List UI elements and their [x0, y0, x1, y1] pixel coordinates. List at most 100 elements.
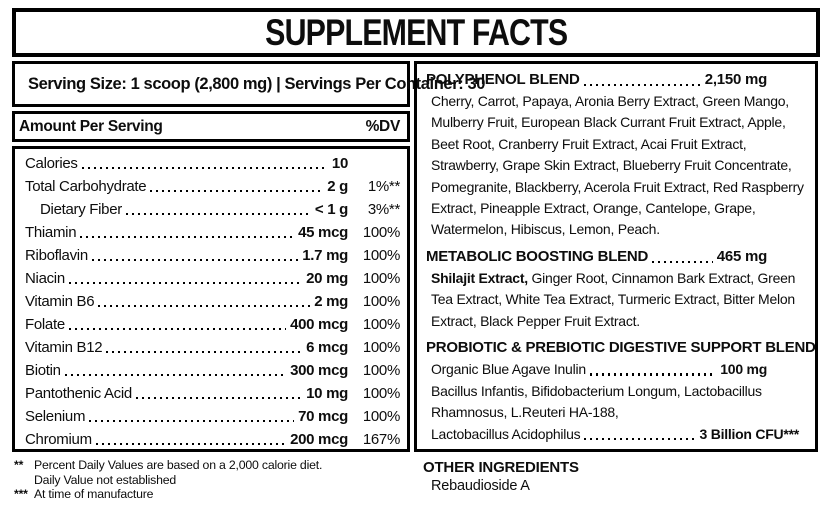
table-row: Vitamin B6 2 mg 100%: [25, 290, 400, 313]
dot-leader: [583, 69, 702, 91]
nutrient-dv: 100%: [362, 247, 400, 264]
dot-leader: [68, 313, 287, 336]
dot-leader: [150, 175, 324, 198]
nutrient-dv: 167%: [362, 431, 400, 448]
nutrient-dv: 100%: [362, 293, 400, 310]
footnote-text: Daily Value not established: [34, 472, 177, 487]
other-ingredients-heading: OTHER INGREDIENTS: [423, 459, 579, 476]
nutrient-amount: 1.7 mg: [302, 247, 348, 264]
table-row: Vitamin B12 6 mcg 100%: [25, 336, 400, 359]
nutrient-amount: 10 mg: [306, 385, 348, 402]
nutrient-dv: 100%: [362, 270, 400, 287]
asterisk-mark: ***: [14, 487, 28, 501]
table-row: Niacin 20 mg 100%: [25, 267, 400, 290]
nutrient-amount: 2 mg: [314, 293, 348, 310]
blend-name: METABOLIC BOOSTING BLEND: [426, 248, 649, 266]
nutrient-name: Vitamin B12: [25, 339, 103, 356]
nutrient-name: Vitamin B6: [25, 293, 95, 310]
nutrient-name: Calories: [25, 155, 78, 172]
dot-leader: [589, 359, 717, 380]
polyphenol-blend: POLYPHENOL BLEND 2,150 mg Cherry, Carrot,…: [426, 69, 805, 241]
nutrient-dv: 100%: [362, 316, 400, 333]
blend-ingredients: Bacillus Infantis, Bifidobacterium Longu…: [431, 382, 762, 421]
nutrient-name: Chromium: [25, 431, 92, 448]
page-title: SUPPLEMENT FACTS: [264, 11, 568, 53]
ingredient-amount: 3 Billion CFU***: [699, 425, 800, 442]
table-row: Total Carbohydrate 2 g 1%**: [25, 175, 400, 198]
footnote-text: Percent Daily Values are based on a 2,00…: [34, 458, 323, 472]
nutrient-amount: 6 mcg: [306, 339, 348, 356]
footnote-daily-values: ** Percent Daily Values are based on a 2…: [12, 458, 410, 473]
nutrient-name: Niacin: [25, 270, 65, 287]
table-row: Thiamin 45 mcg 100%: [25, 221, 400, 244]
table-row: Calories 10: [25, 152, 400, 175]
other-ingredients: OTHER INGREDIENTS Rebaudioside A: [414, 458, 818, 496]
blends-box: POLYPHENOL BLEND 2,150 mg Cherry, Carrot,…: [414, 61, 818, 452]
nutrient-name: Total Carbohydrate: [25, 178, 147, 195]
nutrient-name: Dietary Fiber: [40, 201, 122, 218]
nutrient-dv: 1%**: [367, 178, 400, 195]
blend-amount: 465 mg: [716, 248, 767, 266]
table-row: Dietary Fiber < 1 g 3%**: [25, 198, 400, 221]
dot-leader: [89, 405, 295, 428]
table-row: Selenium 70 mcg 100%: [25, 405, 400, 428]
nutrient-name: Selenium: [25, 408, 86, 425]
dot-leader: [81, 152, 329, 175]
dot-leader: [652, 246, 713, 268]
dot-leader: [98, 290, 311, 313]
nutrient-table: Calories 10 Total Carbohydrate 2 g 1%** Die…: [12, 146, 410, 452]
footnote-manufacture: *** At time of manufacture: [12, 487, 410, 502]
blend-amount: 2,150 mg: [704, 71, 767, 88]
nutrient-name: Thiamin: [25, 224, 77, 241]
dv-header-label: %DV: [365, 117, 401, 135]
amount-per-serving-label: Amount Per Serving: [19, 117, 163, 135]
dot-leader: [106, 336, 302, 359]
dot-leader: [91, 244, 299, 267]
serving-info-text: Serving Size: 1 scoop (2,800 mg) | Servi…: [28, 74, 486, 93]
table-row: Biotin 300 mcg 100%: [25, 359, 400, 382]
nutrient-dv: [348, 152, 400, 175]
nutrient-dv: 100%: [362, 362, 400, 379]
title-box: SUPPLEMENT FACTS: [12, 8, 820, 57]
table-row: Folate 400 mcg 100%: [25, 313, 400, 336]
dot-leader: [64, 359, 287, 382]
ingredient-name: Lactobacillus Acidophilus: [431, 425, 581, 442]
serving-info: Serving Size: 1 scoop (2,800 mg) | Servi…: [12, 61, 485, 107]
nutrient-name: Folate: [25, 316, 65, 333]
nutrient-amount: 20 mg: [306, 270, 348, 287]
nutrient-amount: 2 g: [327, 178, 348, 195]
nutrition-column: Serving Size: 1 scoop (2,800 mg) | Servi…: [12, 61, 485, 502]
acidophilus-row: Lactobacillus Acidophilus 3 Billion CFU**…: [426, 424, 799, 445]
blend-header: POLYPHENOL BLEND 2,150 mg: [426, 69, 767, 91]
footnote-dv-not-established: Daily Value not established: [12, 473, 410, 488]
nutrient-amount: 400 mcg: [290, 316, 348, 333]
nutrient-name: Biotin: [25, 362, 61, 379]
table-row: Riboflavin 1.7 mg 100%: [25, 244, 400, 267]
table-row: Chromium 200 mcg 167%: [25, 428, 400, 451]
footnotes: ** Percent Daily Values are based on a 2…: [12, 458, 410, 502]
metabolic-blend: METABOLIC BOOSTING BLEND 465 mg Shilajit …: [426, 246, 805, 332]
nutrient-dv: 3%**: [367, 201, 400, 218]
ingredient-amount: 100 mg: [720, 361, 767, 378]
table-row: Pantothenic Acid 10 mg 100%: [25, 382, 400, 405]
dot-leader: [584, 424, 696, 445]
blend-header: PROBIOTIC & PREBIOTIC DIGESTIVE SUPPORT …: [426, 337, 816, 359]
dot-leader: [135, 382, 303, 405]
nutrient-amount: 10: [331, 155, 348, 172]
blend-ingredients: Shilajit Extract, Ginger Root, Cinnamon …: [426, 268, 805, 332]
nutrient-dv: 100%: [362, 408, 400, 425]
blend-name: POLYPHENOL BLEND: [426, 71, 580, 88]
nutrient-dv: 100%: [362, 339, 400, 356]
metabolic-ingredients-text: Ginger Root, Cinnamon Bark Extract, Gree…: [431, 270, 796, 329]
nutrient-amount: 70 mcg: [298, 408, 348, 425]
footnote-text: At time of manufacture: [34, 487, 154, 501]
blend-ingredients: Cherry, Carrot, Papaya, Aronia Berry Ext…: [431, 93, 804, 238]
asterisk-mark: **: [14, 458, 24, 472]
nutrient-dv: 100%: [362, 224, 400, 241]
shilajit-extract-bold: Shilajit Extract,: [431, 270, 528, 287]
columns: Serving Size: 1 scoop (2,800 mg) | Servi…: [12, 61, 820, 502]
blend-name: PROBIOTIC & PREBIOTIC DIGESTIVE SUPPORT …: [426, 339, 816, 357]
nutrient-name: Riboflavin: [25, 247, 88, 264]
dot-leader: [125, 198, 311, 221]
other-ingredients-value: Rebaudioside A: [431, 478, 530, 494]
